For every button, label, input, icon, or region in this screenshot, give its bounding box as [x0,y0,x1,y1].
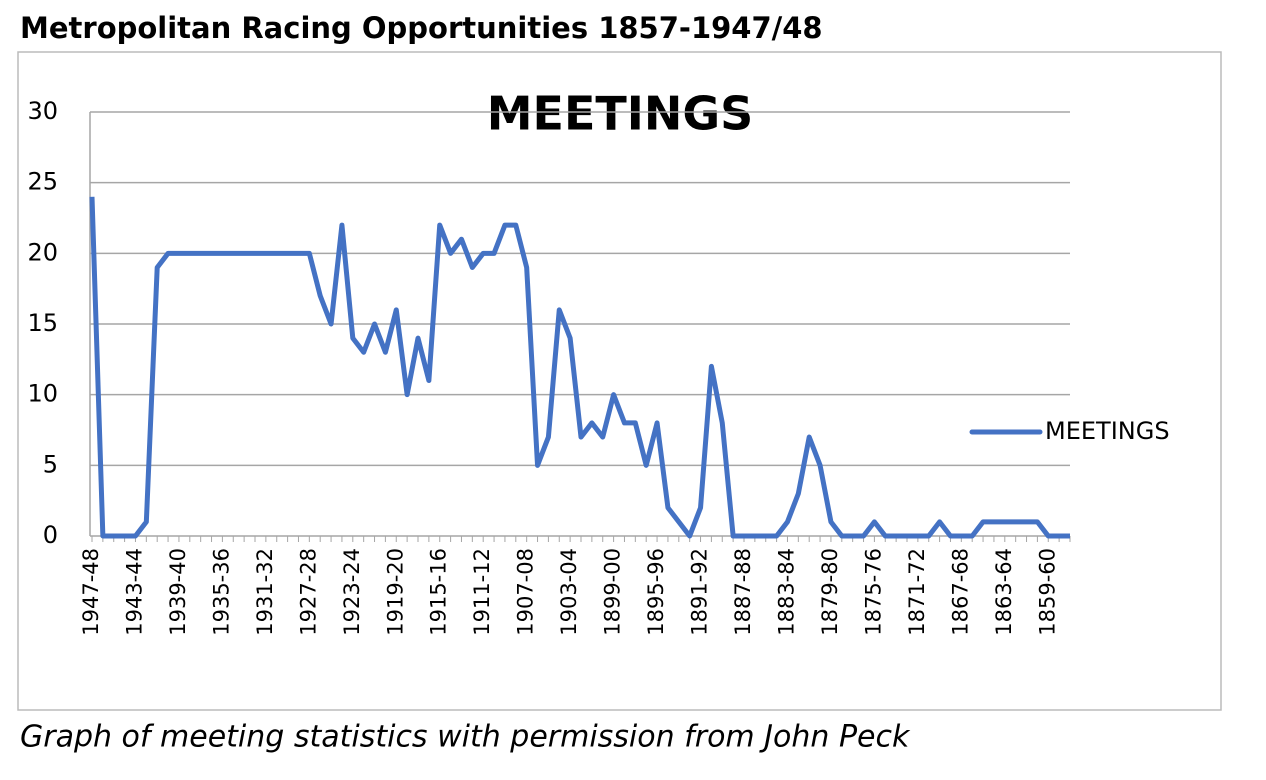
x-tick-label: 1895-96 [644,548,668,636]
x-tick-label: 1923-24 [340,548,364,636]
caption: Graph of meeting statistics with permiss… [20,720,911,755]
x-tick-label: 1947-48 [79,548,103,636]
data-line [89,196,1070,539]
x-tick-label: 1907-08 [514,548,538,636]
x-tick-label: 1943-44 [122,548,146,636]
y-tick-label: 5 [43,450,58,478]
y-tick-label: 10 [27,380,58,408]
x-tick-label: 1899-00 [601,548,625,636]
x-tick-label: 1883-84 [774,548,798,636]
x-tick-label: 1915-16 [427,548,451,636]
x-tick-label: 1903-04 [557,548,581,636]
x-tick-label: 1859-60 [1035,548,1059,636]
y-tick-label: 15 [27,309,58,337]
x-tick-label: 1911-12 [470,548,494,636]
x-tick-label: 1939-40 [166,548,190,636]
x-tick-label: 1887-88 [731,548,755,636]
x-tick-label: 1927-28 [296,548,320,636]
y-tick-label: 30 [27,97,58,125]
x-tick-label: 1863-64 [992,548,1016,636]
x-tick-label: 1919-20 [383,548,407,636]
page-title: Metropolitan Racing Opportunities 1857-1… [20,11,823,45]
x-tick-label: 1935-36 [209,548,233,636]
x-tick-label: 1867-68 [948,548,972,636]
y-tick-label: 0 [43,521,58,549]
x-tick-label: 1891-92 [688,548,712,636]
legend-label: MEETINGS [1045,417,1170,445]
y-tick-label: 20 [27,238,58,266]
x-tick-label: 1875-76 [861,548,885,636]
chart-frame [17,51,1222,711]
chart-title: MEETINGS [487,87,754,141]
x-tick-label: 1931-32 [253,548,277,636]
x-tick-label: 1871-72 [905,548,929,636]
y-tick-label: 25 [27,168,58,196]
x-tick-label: 1879-80 [818,548,842,636]
